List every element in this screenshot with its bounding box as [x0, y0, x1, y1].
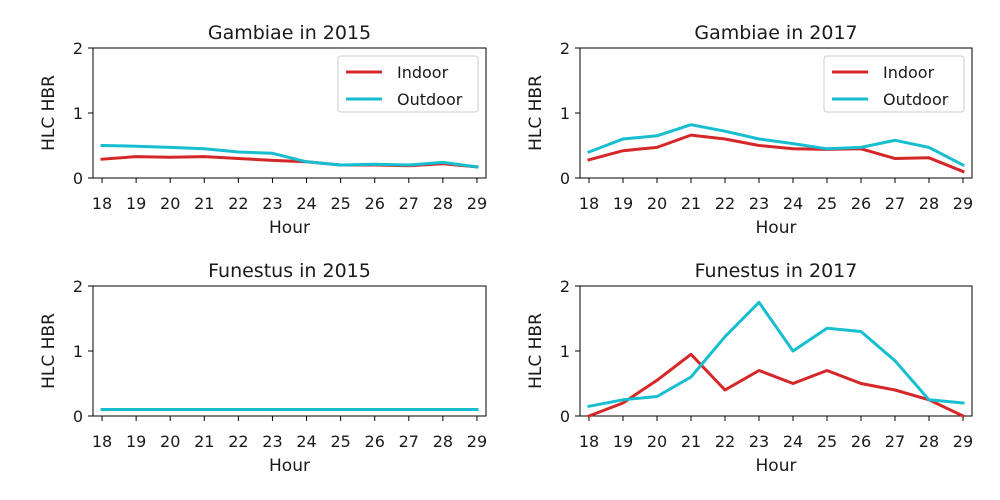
x-tick-label: 24 — [783, 432, 803, 451]
y-tick-label: 2 — [73, 277, 83, 296]
y-tick-label: 1 — [560, 342, 570, 361]
chart-panel-3: Funestus in 2015 0 1 2 18 19 20 21 22 23 24 25 26 27 2… — [39, 260, 487, 476]
x-tick-label: 18 — [92, 194, 112, 213]
x-tick-label: 22 — [715, 194, 735, 213]
legend-label-outdoor: Outdoor — [397, 90, 463, 109]
outdoor-series-line — [100, 143, 479, 169]
x-axis-label: Hour — [756, 456, 797, 476]
y-axis-label: HLC HBR — [526, 75, 546, 151]
x-tick-label: 28 — [919, 194, 939, 213]
legend-label-indoor: Indoor — [397, 63, 449, 82]
chart-panel-2: Gambiae in 2017 0 1 2 18 19 20 21 22 23 24 25 26 27 28… — [526, 22, 973, 238]
x-tick-label: 28 — [433, 194, 453, 213]
y-tick-label: 2 — [73, 39, 83, 58]
indoor-series-line — [587, 133, 965, 174]
x-tick-label: 26 — [851, 432, 871, 451]
y-axis-label: HLC HBR — [526, 313, 546, 389]
x-tick-label: 22 — [228, 432, 248, 451]
x-tick-label: 21 — [681, 432, 701, 451]
x-tick-label: 22 — [715, 432, 735, 451]
y-tick-label: 1 — [73, 342, 83, 361]
y-tick-label: 2 — [560, 277, 570, 296]
x-tick-label: 27 — [399, 194, 419, 213]
x-tick-label: 18 — [92, 432, 112, 451]
x-tick-label: 29 — [467, 432, 487, 451]
x-tick-label: 20 — [647, 194, 667, 213]
y-tick-label: 0 — [560, 407, 570, 426]
x-tick-label: 27 — [885, 194, 905, 213]
legend: Indoor Outdoor — [823, 55, 965, 113]
x-tick-label: 19 — [126, 194, 146, 213]
x-tick-label: 24 — [783, 194, 803, 213]
chart-title: Gambiae in 2017 — [694, 22, 857, 44]
x-tick-label: 19 — [126, 432, 146, 451]
x-tick-label: 23 — [749, 194, 769, 213]
y-axis-label: HLC HBR — [39, 313, 59, 389]
y-tick-label: 1 — [560, 104, 570, 123]
x-tick-label: 29 — [953, 432, 973, 451]
x-tick-label: 22 — [228, 194, 248, 213]
x-tick-label: 28 — [433, 432, 453, 451]
y-tick-label: 1 — [73, 104, 83, 123]
x-tick-label: 29 — [953, 194, 973, 213]
x-tick-label: 23 — [749, 432, 769, 451]
y-tick-label: 2 — [560, 39, 570, 58]
x-tick-label: 19 — [613, 194, 633, 213]
chart-title: Gambiae in 2015 — [208, 22, 371, 44]
chart-title: Funestus in 2015 — [208, 260, 371, 282]
y-tick-label: 0 — [560, 169, 570, 188]
legend-label-indoor: Indoor — [883, 63, 935, 82]
y-tick-label: 0 — [73, 407, 83, 426]
legend: Indoor Outdoor — [337, 55, 479, 113]
indoor-series-line — [587, 352, 965, 418]
x-tick-label: 18 — [579, 194, 599, 213]
legend-label-outdoor: Outdoor — [883, 90, 949, 109]
x-tick-label: 25 — [330, 194, 350, 213]
x-tick-label: 25 — [330, 432, 350, 451]
x-tick-label: 26 — [851, 194, 871, 213]
outdoor-series-line — [587, 123, 966, 168]
chart-panel-1: Gambiae in 2015 0 1 2 18 19 20 21 22 23 24 25 26 27 28… — [39, 22, 487, 238]
x-tick-label: 20 — [160, 194, 180, 213]
x-tick-label: 28 — [919, 432, 939, 451]
plot-frame — [92, 285, 487, 417]
y-axis-label: HLC HBR — [39, 75, 59, 151]
x-tick-label: 27 — [885, 432, 905, 451]
x-axis-label: Hour — [269, 218, 310, 238]
x-tick-label: 24 — [296, 432, 316, 451]
x-tick-label: 27 — [399, 432, 419, 451]
outdoor-series-line — [587, 300, 965, 409]
x-tick-label: 29 — [467, 194, 487, 213]
x-tick-label: 23 — [262, 432, 282, 451]
x-tick-label: 19 — [613, 432, 633, 451]
x-tick-label: 25 — [817, 194, 837, 213]
y-tick-label: 0 — [73, 169, 83, 188]
x-tick-label: 20 — [647, 432, 667, 451]
chart-title: Funestus in 2017 — [695, 260, 858, 282]
x-tick-label: 26 — [365, 194, 385, 213]
x-tick-label: 21 — [194, 432, 214, 451]
x-tick-label: 25 — [817, 432, 837, 451]
x-tick-label: 21 — [194, 194, 214, 213]
chart-panel-4: Funestus in 2017 0 1 2 18 19 20 21 22 23 24 25 26 27 2… — [526, 260, 973, 476]
x-axis-label: Hour — [269, 456, 310, 476]
x-tick-label: 24 — [296, 194, 316, 213]
x-tick-label: 23 — [262, 194, 282, 213]
x-tick-label: 18 — [579, 432, 599, 451]
x-tick-label: 26 — [365, 432, 385, 451]
x-axis-label: Hour — [756, 218, 797, 238]
x-tick-label: 21 — [681, 194, 701, 213]
x-tick-label: 20 — [160, 432, 180, 451]
